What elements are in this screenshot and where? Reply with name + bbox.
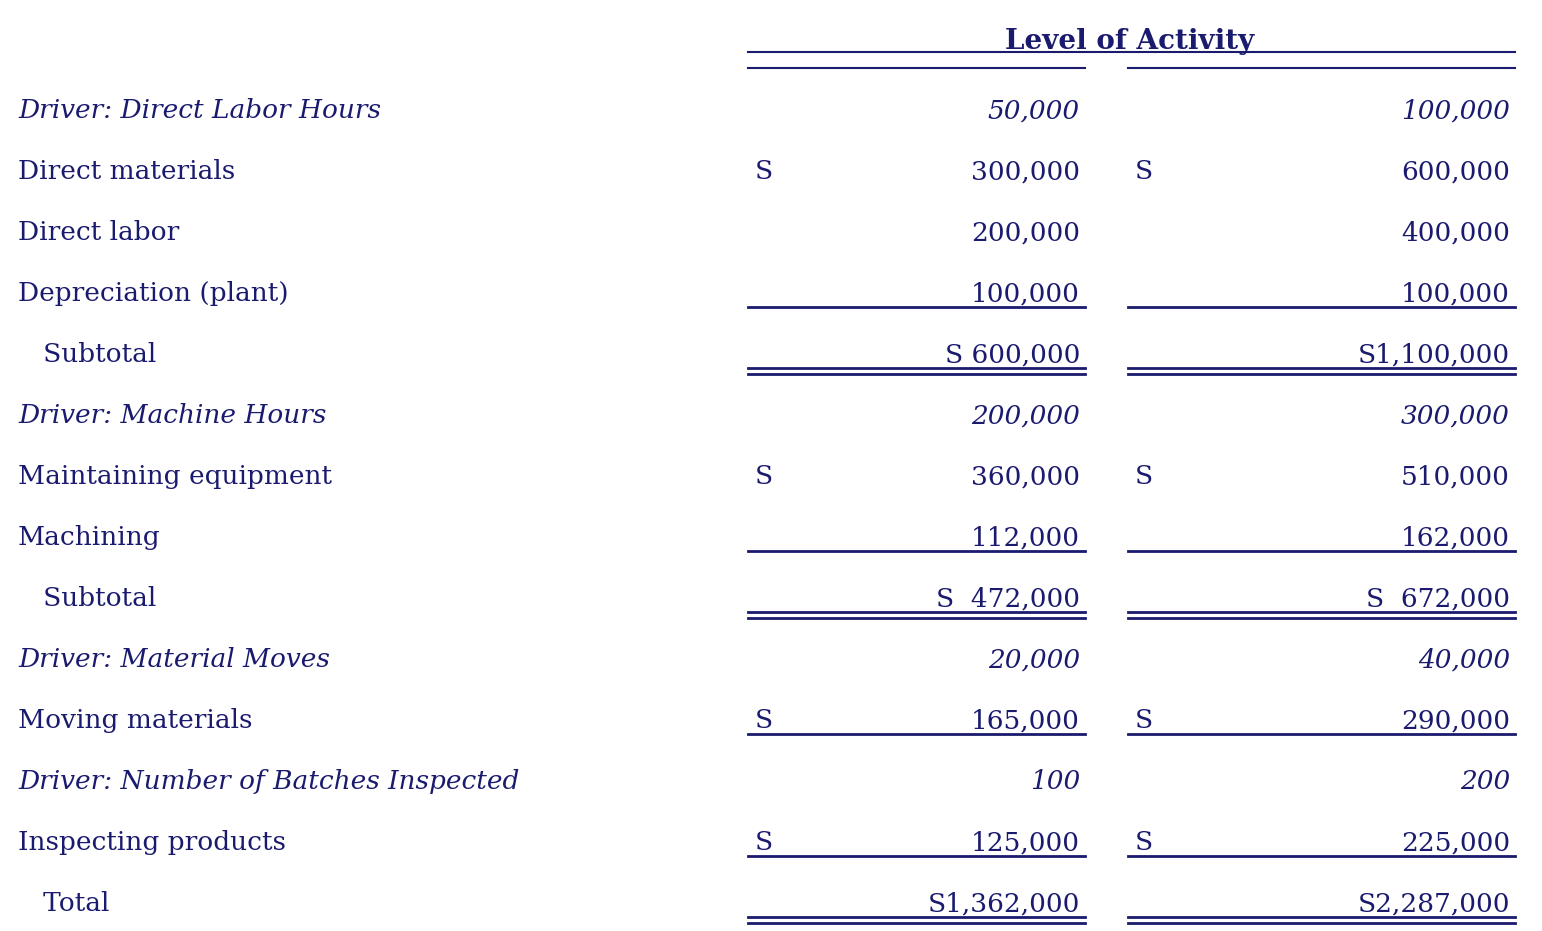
Text: 200,000: 200,000 xyxy=(971,220,1079,245)
Text: 100: 100 xyxy=(1030,769,1079,794)
Text: Inspecting products: Inspecting products xyxy=(19,830,285,855)
Text: 50,000: 50,000 xyxy=(988,98,1079,123)
Text: Subtotal: Subtotal xyxy=(19,342,156,367)
Text: 112,000: 112,000 xyxy=(971,525,1079,550)
Text: Subtotal: Subtotal xyxy=(19,586,156,611)
Text: 510,000: 510,000 xyxy=(1402,464,1510,489)
Text: Driver: Number of Batches Inspected: Driver: Number of Batches Inspected xyxy=(19,769,520,794)
Text: S: S xyxy=(1135,830,1153,855)
Text: 290,000: 290,000 xyxy=(1402,708,1510,733)
Text: 100,000: 100,000 xyxy=(1402,281,1510,306)
Text: S 600,000: S 600,000 xyxy=(945,342,1079,367)
Text: Moving materials: Moving materials xyxy=(19,708,253,733)
Text: S  672,000: S 672,000 xyxy=(1366,586,1510,611)
Text: S1,100,000: S1,100,000 xyxy=(1359,342,1510,367)
Text: 125,000: 125,000 xyxy=(971,830,1079,855)
Text: Machining: Machining xyxy=(19,525,160,550)
Text: 300,000: 300,000 xyxy=(971,159,1079,184)
Text: 300,000: 300,000 xyxy=(1402,403,1510,428)
Text: Driver: Direct Labor Hours: Driver: Direct Labor Hours xyxy=(19,98,381,123)
Text: 200: 200 xyxy=(1460,769,1510,794)
Text: S: S xyxy=(1135,708,1153,733)
Text: S: S xyxy=(756,830,773,855)
Text: 162,000: 162,000 xyxy=(1402,525,1510,550)
Text: 225,000: 225,000 xyxy=(1400,830,1510,855)
Text: S: S xyxy=(1135,464,1153,489)
Text: 200,000: 200,000 xyxy=(971,403,1079,428)
Text: Driver: Material Moves: Driver: Material Moves xyxy=(19,647,330,672)
Text: 100,000: 100,000 xyxy=(1402,98,1510,123)
Text: Depreciation (plant): Depreciation (plant) xyxy=(19,281,288,306)
Text: 20,000: 20,000 xyxy=(988,647,1079,672)
Text: S: S xyxy=(756,708,773,733)
Text: S: S xyxy=(756,464,773,489)
Text: S2,287,000: S2,287,000 xyxy=(1357,891,1510,916)
Text: Maintaining equipment: Maintaining equipment xyxy=(19,464,332,489)
Text: 360,000: 360,000 xyxy=(971,464,1079,489)
Text: Driver: Machine Hours: Driver: Machine Hours xyxy=(19,403,327,428)
Text: S: S xyxy=(1135,159,1153,184)
Text: 100,000: 100,000 xyxy=(971,281,1079,306)
Text: 400,000: 400,000 xyxy=(1402,220,1510,245)
Text: 600,000: 600,000 xyxy=(1402,159,1510,184)
Text: Direct labor: Direct labor xyxy=(19,220,179,245)
Text: S: S xyxy=(756,159,773,184)
Text: Direct materials: Direct materials xyxy=(19,159,236,184)
Text: Level of Activity: Level of Activity xyxy=(1005,28,1255,55)
Text: S  472,000: S 472,000 xyxy=(936,586,1079,611)
Text: S1,362,000: S1,362,000 xyxy=(928,891,1079,916)
Text: 40,000: 40,000 xyxy=(1419,647,1510,672)
Text: 165,000: 165,000 xyxy=(971,708,1079,733)
Text: Total: Total xyxy=(19,891,109,916)
